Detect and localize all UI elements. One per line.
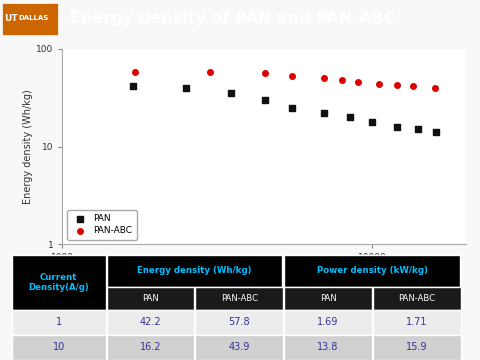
Bar	[284, 310, 372, 335]
PAN	[393, 124, 401, 130]
Text: Energy density (Wh/kg): Energy density (Wh/kg)	[137, 266, 252, 275]
PAN-ABC	[261, 71, 269, 76]
Text: 1: 1	[56, 317, 62, 327]
Bar	[107, 335, 194, 360]
Text: PAN-ABC: PAN-ABC	[221, 293, 258, 302]
Y-axis label: Energy density (Wh/kg): Energy density (Wh/kg)	[24, 89, 33, 204]
Bar	[12, 255, 106, 310]
Text: 1.71: 1.71	[406, 317, 428, 327]
PAN-ABC	[375, 81, 383, 86]
Bar	[107, 310, 194, 335]
PAN	[414, 126, 421, 132]
PAN-ABC	[206, 69, 214, 75]
Bar	[284, 335, 372, 360]
Bar	[12, 335, 106, 360]
Text: 10: 10	[53, 342, 65, 352]
PAN	[432, 129, 439, 135]
Text: 1.69: 1.69	[317, 317, 339, 327]
Text: 15.9: 15.9	[406, 342, 428, 352]
Text: 16.2: 16.2	[140, 342, 161, 352]
PAN	[369, 119, 376, 125]
Bar	[195, 335, 283, 360]
PAN-ABC	[393, 82, 401, 87]
Bar	[12, 310, 106, 335]
PAN	[347, 114, 354, 120]
Text: Energy density of PAN and PAN-ABC: Energy density of PAN and PAN-ABC	[70, 12, 395, 27]
PAN	[288, 105, 296, 111]
Bar	[373, 287, 461, 310]
PAN	[261, 97, 269, 103]
PAN	[227, 90, 235, 96]
Text: 13.8: 13.8	[317, 342, 339, 352]
Text: UT: UT	[4, 14, 17, 23]
FancyBboxPatch shape	[2, 3, 58, 35]
Bar	[284, 255, 460, 287]
Text: PAN-ABC: PAN-ABC	[398, 293, 435, 302]
Bar	[107, 287, 194, 310]
PAN-ABC	[338, 77, 346, 83]
PAN-ABC	[354, 79, 362, 85]
Bar	[107, 255, 282, 287]
PAN-ABC	[288, 73, 296, 78]
Bar	[284, 287, 372, 310]
Text: Current
Density(A/g): Current Density(A/g)	[28, 273, 89, 292]
Text: 42.2: 42.2	[140, 317, 161, 327]
PAN	[321, 110, 328, 116]
Text: Power density (kW/kg): Power density (kW/kg)	[317, 266, 427, 275]
Bar	[195, 310, 283, 335]
PAN-ABC	[431, 85, 439, 91]
Bar	[373, 310, 461, 335]
PAN-ABC	[131, 69, 138, 75]
Bar	[195, 287, 283, 310]
Legend: PAN, PAN-ABC: PAN, PAN-ABC	[67, 210, 137, 240]
PAN-ABC	[321, 75, 328, 81]
PAN	[129, 83, 137, 89]
Text: PAN: PAN	[320, 293, 336, 302]
Text: DALLAS: DALLAS	[18, 15, 48, 21]
Text: 57.8: 57.8	[228, 317, 250, 327]
Text: PAN: PAN	[142, 293, 159, 302]
Text: 43.9: 43.9	[228, 342, 250, 352]
Bar	[373, 335, 461, 360]
X-axis label: Power density (W/kg): Power density (W/kg)	[212, 265, 316, 275]
PAN-ABC	[409, 83, 417, 89]
PAN	[182, 85, 190, 91]
